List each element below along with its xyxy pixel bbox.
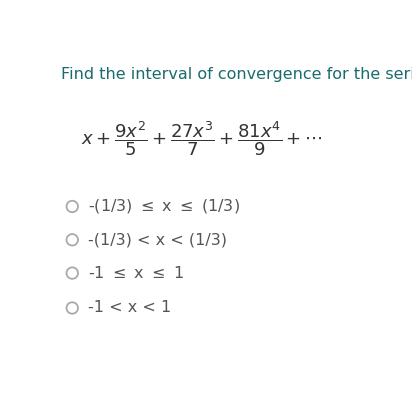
- Text: -(1/3) < x < (1/3): -(1/3) < x < (1/3): [88, 232, 227, 247]
- Text: -1 < x < 1: -1 < x < 1: [88, 300, 171, 316]
- Text: -1 $\leq$ x $\leq$ 1: -1 $\leq$ x $\leq$ 1: [88, 265, 184, 281]
- Text: -(1/3) $\leq$ x $\leq$ (1/3): -(1/3) $\leq$ x $\leq$ (1/3): [88, 197, 240, 215]
- Text: Find the interval of convergence for the series: Find the interval of convergence for the…: [61, 67, 412, 82]
- Text: $x + \dfrac{9x^2}{5} + \dfrac{27x^3}{7} + \dfrac{81x^4}{9} +\cdots$: $x + \dfrac{9x^2}{5} + \dfrac{27x^3}{7} …: [81, 119, 322, 158]
